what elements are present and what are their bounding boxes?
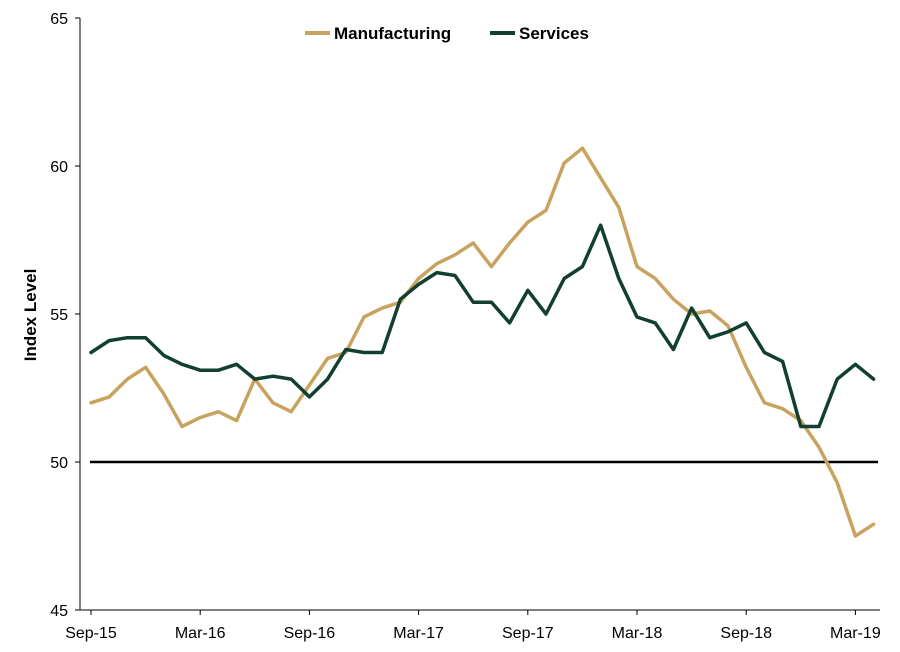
y-tick-label-60: 60 [50, 159, 68, 176]
x-tick-label-Sep-16: Sep-16 [284, 625, 336, 642]
x-tick-label-Sep-18: Sep-18 [720, 625, 772, 642]
x-tick-label-Mar-16: Mar-16 [175, 625, 226, 642]
x-tick-label-Mar-18: Mar-18 [612, 625, 663, 642]
y-tick-label-45: 45 [50, 603, 68, 620]
y-tick-label-55: 55 [50, 307, 68, 324]
x-tick-label-Sep-15: Sep-15 [65, 625, 117, 642]
plot-area: 45 50 55 60 65 Sep-15 Mar-16 Sep-16 Mar-17 Sep-17… [50, 11, 881, 642]
x-tick-label-Sep-17: Sep-17 [502, 625, 554, 642]
series-line-manufacturing [89, 146, 876, 538]
series-line-services [89, 223, 876, 429]
x-tick-label-Mar-19: Mar-19 [830, 625, 881, 642]
legend-label-services: Services [519, 24, 589, 43]
x-tick-label-Mar-17: Mar-17 [393, 625, 444, 642]
y-tick-label-50: 50 [50, 455, 68, 472]
y-axis-title: Index Level [21, 269, 40, 362]
y-tick-label-65: 65 [50, 11, 68, 28]
legend-label-manufacturing: Manufacturing [334, 24, 451, 43]
legend: Manufacturing Services [305, 24, 589, 43]
